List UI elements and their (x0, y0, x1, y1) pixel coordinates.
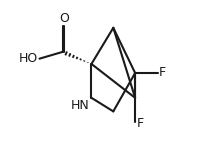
Text: F: F (137, 117, 144, 130)
Text: HO: HO (19, 52, 38, 65)
Text: HN: HN (71, 99, 90, 112)
Text: O: O (59, 12, 69, 25)
Text: F: F (159, 66, 166, 79)
